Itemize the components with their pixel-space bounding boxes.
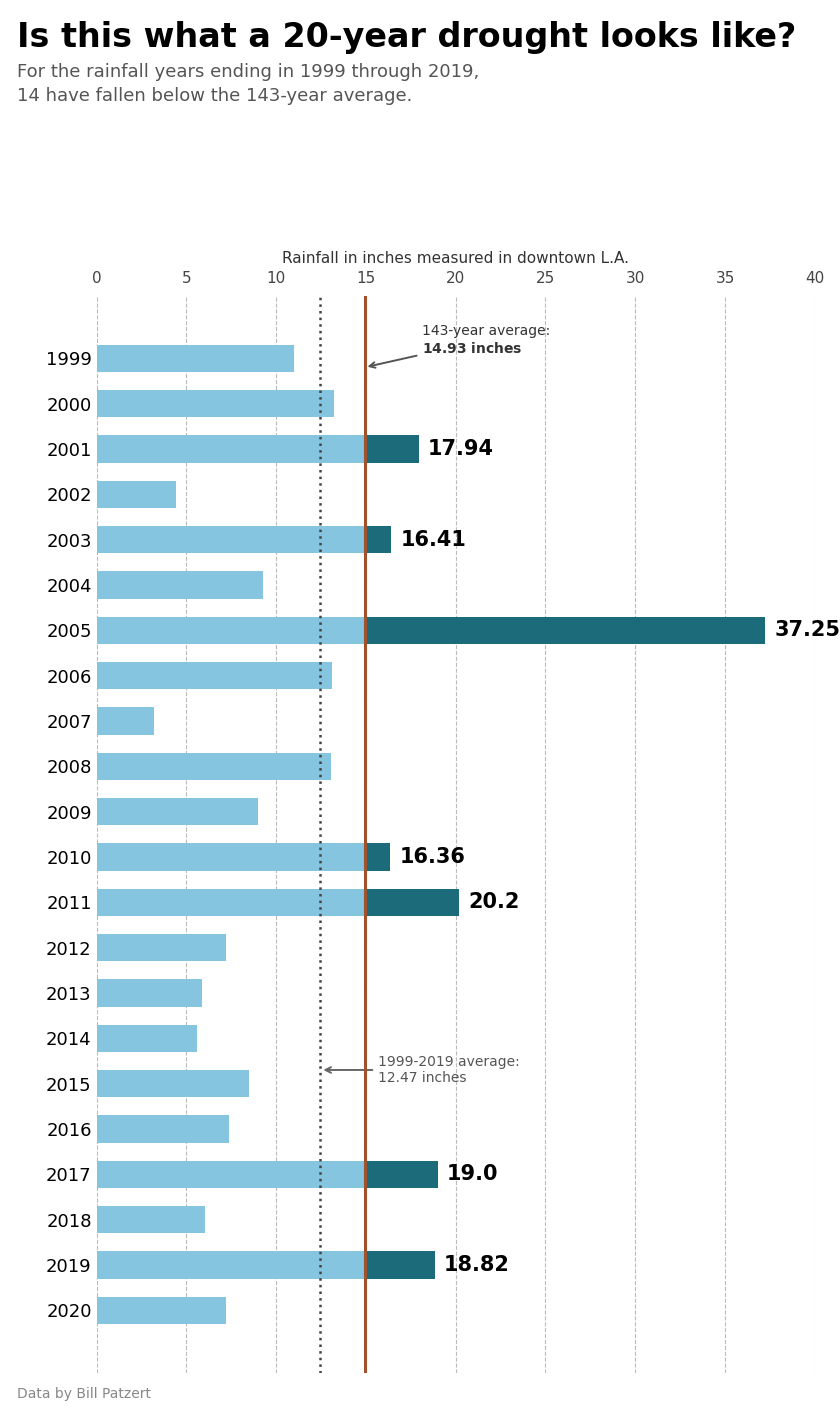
Bar [365, 843, 391, 870]
Bar [97, 707, 155, 735]
Bar [97, 572, 263, 598]
Bar [97, 617, 765, 643]
Bar [97, 843, 391, 870]
Bar [97, 1115, 229, 1142]
Bar [365, 888, 459, 915]
Bar [365, 435, 418, 462]
Bar [97, 934, 226, 962]
Bar [97, 980, 202, 1007]
Bar [97, 888, 459, 915]
Bar [97, 1207, 205, 1233]
Text: 17.94: 17.94 [428, 439, 494, 459]
Text: 37.25: 37.25 [774, 621, 840, 641]
Bar [97, 1070, 249, 1097]
Bar [97, 662, 332, 689]
Bar [97, 1160, 438, 1188]
Bar [97, 390, 334, 417]
Bar [97, 1252, 434, 1278]
Bar [97, 345, 295, 372]
Text: 18.82: 18.82 [444, 1255, 509, 1274]
Bar [97, 1025, 197, 1052]
Bar [365, 617, 765, 643]
Bar [365, 527, 391, 553]
Bar [97, 527, 391, 553]
Bar [97, 480, 176, 508]
X-axis label: Rainfall in inches measured in downtown L.A.: Rainfall in inches measured in downtown … [282, 251, 629, 266]
Text: 1999-2019 average:
12.47 inches: 1999-2019 average: 12.47 inches [325, 1055, 520, 1086]
Bar [97, 798, 258, 825]
Text: 143-year average:
$\mathbf{14.93\ inches}$: 143-year average: $\mathbf{14.93\ inches… [370, 324, 550, 367]
Text: 19.0: 19.0 [447, 1164, 498, 1184]
Text: Data by Bill Patzert: Data by Bill Patzert [17, 1387, 151, 1401]
Text: 16.41: 16.41 [400, 529, 466, 549]
Bar [97, 753, 332, 780]
Bar [97, 435, 418, 462]
Bar [365, 1252, 434, 1278]
Text: For the rainfall years ending in 1999 through 2019,
14 have fallen below the 143: For the rainfall years ending in 1999 th… [17, 63, 479, 106]
Bar [365, 1160, 438, 1188]
Text: 16.36: 16.36 [399, 846, 465, 867]
Bar [97, 1297, 226, 1324]
Text: 20.2: 20.2 [468, 893, 520, 912]
Text: Is this what a 20-year drought looks like?: Is this what a 20-year drought looks lik… [17, 21, 796, 54]
